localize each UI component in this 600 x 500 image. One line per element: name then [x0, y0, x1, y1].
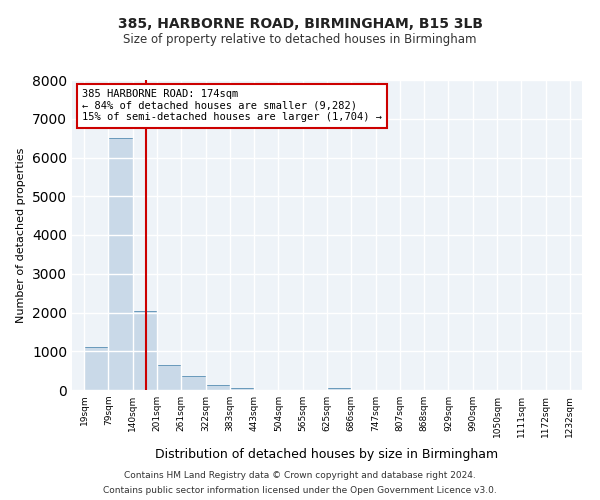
Bar	[133, 310, 157, 390]
Text: 385 HARBORNE ROAD: 174sqm
← 84% of detached houses are smaller (9,282)
15% of se: 385 HARBORNE ROAD: 174sqm ← 84% of detac…	[82, 90, 382, 122]
Bar	[230, 388, 254, 390]
Bar	[157, 365, 181, 390]
Text: 385, HARBORNE ROAD, BIRMINGHAM, B15 3LB: 385, HARBORNE ROAD, BIRMINGHAM, B15 3LB	[118, 18, 482, 32]
Y-axis label: Number of detached properties: Number of detached properties	[16, 148, 26, 322]
Bar	[327, 388, 351, 390]
Bar	[206, 384, 230, 390]
Bar	[84, 348, 109, 390]
Bar	[181, 376, 206, 390]
Bar	[109, 138, 133, 390]
Text: Contains public sector information licensed under the Open Government Licence v3: Contains public sector information licen…	[103, 486, 497, 495]
X-axis label: Distribution of detached houses by size in Birmingham: Distribution of detached houses by size …	[155, 448, 499, 461]
Text: Size of property relative to detached houses in Birmingham: Size of property relative to detached ho…	[123, 32, 477, 46]
Text: Contains HM Land Registry data © Crown copyright and database right 2024.: Contains HM Land Registry data © Crown c…	[124, 471, 476, 480]
